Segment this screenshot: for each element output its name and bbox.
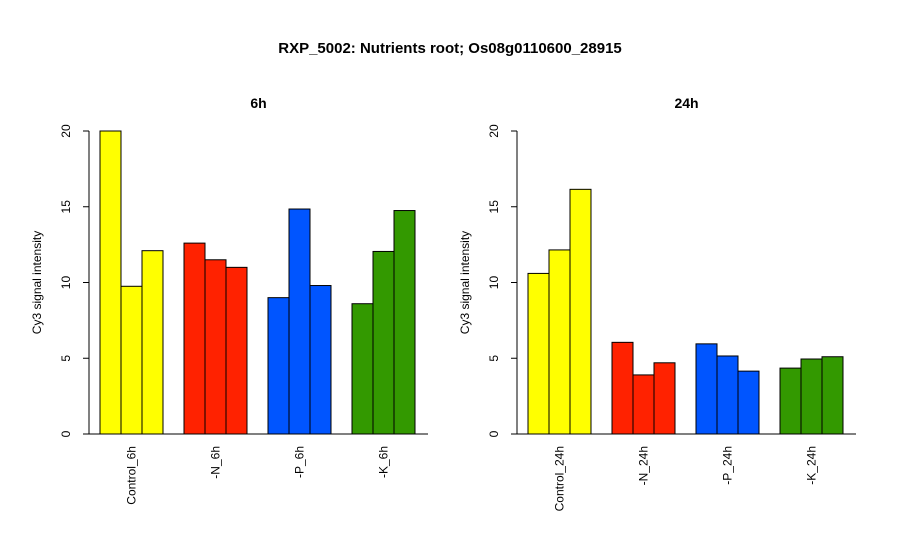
bar--P_6h-1 bbox=[267, 297, 290, 435]
bar--K_24h-1 bbox=[779, 367, 802, 435]
bar--K_6h-2 bbox=[372, 250, 395, 435]
bar-Control_24h-3 bbox=[569, 188, 592, 435]
y-tick-label: 5 bbox=[59, 355, 73, 362]
category-label: -N_24h bbox=[637, 446, 651, 485]
bar-Control_6h-2 bbox=[120, 285, 143, 435]
bar--N_24h-1 bbox=[611, 341, 634, 435]
y-axis-label: Cy3 signal intensity bbox=[30, 231, 44, 334]
category-label: -N_6h bbox=[209, 446, 223, 479]
bar--N_24h-3 bbox=[653, 362, 676, 435]
bar--P_6h-3 bbox=[309, 285, 332, 435]
bar--P_24h-3 bbox=[737, 370, 760, 435]
bar--N_6h-2 bbox=[204, 259, 227, 435]
y-tick-label: 10 bbox=[59, 276, 73, 290]
y-tick-label: 0 bbox=[487, 430, 501, 437]
bar--P_24h-1 bbox=[695, 343, 718, 435]
category-label: -P_6h bbox=[293, 446, 307, 478]
bar--K_24h-3 bbox=[821, 356, 844, 435]
category-label: -K_24h bbox=[805, 446, 819, 485]
bar--K_24h-2 bbox=[800, 358, 823, 435]
category-label: Control_6h bbox=[125, 446, 139, 505]
bar--K_6h-1 bbox=[351, 303, 374, 435]
category-label: Control_24h bbox=[553, 446, 567, 511]
y-tick-label: 15 bbox=[59, 200, 73, 214]
y-axis-label: Cy3 signal intensity bbox=[458, 231, 472, 334]
bar--K_6h-3 bbox=[393, 210, 416, 435]
panel-title: 24h bbox=[674, 95, 698, 111]
y-tick-label: 10 bbox=[487, 276, 501, 290]
bar--N_6h-3 bbox=[225, 266, 248, 435]
chart-panel-24h: 24h Control_24h -N_24h -P_24h -K_24h 0 5 10 15 20… bbox=[458, 95, 856, 511]
y-tick-label: 0 bbox=[59, 430, 73, 437]
y-tick-label: 5 bbox=[487, 355, 501, 362]
bar-Control_6h-1 bbox=[99, 130, 122, 435]
y-tick-label: 20 bbox=[59, 124, 73, 138]
y-tick-label: 15 bbox=[487, 200, 501, 214]
category-label: -P_24h bbox=[721, 446, 735, 485]
figure-title: RXP_5002: Nutrients root; Os08g0110600_2… bbox=[278, 40, 622, 57]
bar--P_24h-2 bbox=[716, 355, 739, 435]
chart-panel-6h: 6h Control_6h -N_6h -P_6h -K_6h 0 5 10 15 20 Cy3 s… bbox=[30, 95, 428, 505]
category-label: -K_6h bbox=[377, 446, 391, 478]
bar--N_24h-2 bbox=[632, 374, 655, 435]
bar-Control_6h-3 bbox=[141, 250, 164, 435]
bar--P_6h-2 bbox=[288, 208, 311, 435]
panel-title: 6h bbox=[250, 95, 266, 111]
bar--N_6h-1 bbox=[183, 242, 206, 435]
bar-Control_24h-2 bbox=[548, 249, 571, 435]
bar-Control_24h-1 bbox=[527, 272, 550, 435]
y-tick-label: 20 bbox=[487, 124, 501, 138]
